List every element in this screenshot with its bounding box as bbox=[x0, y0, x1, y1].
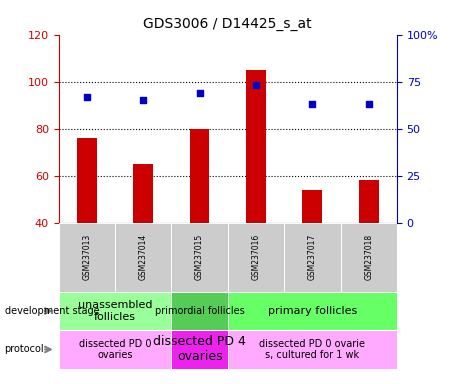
Bar bbox=[246, 70, 266, 223]
Point bbox=[308, 101, 316, 107]
Bar bbox=[228, 223, 284, 292]
Title: GDS3006 / D14425_s_at: GDS3006 / D14425_s_at bbox=[143, 17, 312, 31]
Bar bbox=[228, 292, 397, 330]
Point bbox=[83, 94, 90, 100]
Bar bbox=[171, 292, 228, 330]
Bar bbox=[228, 330, 397, 369]
Bar bbox=[171, 330, 228, 369]
Bar bbox=[59, 223, 115, 292]
Text: dissected PD 4
ovaries: dissected PD 4 ovaries bbox=[153, 336, 246, 363]
Bar bbox=[284, 223, 341, 292]
Bar bbox=[171, 223, 228, 292]
Text: development stage: development stage bbox=[5, 306, 99, 316]
Text: primordial follicles: primordial follicles bbox=[155, 306, 244, 316]
Point bbox=[365, 101, 373, 107]
Bar bbox=[190, 129, 209, 223]
Bar bbox=[359, 180, 378, 223]
Bar bbox=[303, 190, 322, 223]
Text: GSM237015: GSM237015 bbox=[195, 234, 204, 280]
Bar bbox=[59, 292, 171, 330]
Text: GSM237014: GSM237014 bbox=[139, 234, 147, 280]
Text: primary follicles: primary follicles bbox=[268, 306, 357, 316]
Text: GSM237013: GSM237013 bbox=[83, 234, 91, 280]
Point bbox=[196, 90, 203, 96]
Text: GSM237018: GSM237018 bbox=[364, 234, 373, 280]
Point bbox=[140, 98, 147, 104]
Text: dissected PD 0
ovaries: dissected PD 0 ovaries bbox=[79, 339, 151, 360]
Text: GSM237017: GSM237017 bbox=[308, 234, 317, 280]
Text: dissected PD 0 ovarie
s, cultured for 1 wk: dissected PD 0 ovarie s, cultured for 1 … bbox=[259, 339, 365, 360]
Bar bbox=[77, 138, 97, 223]
Text: protocol: protocol bbox=[5, 344, 44, 354]
Bar bbox=[341, 223, 397, 292]
Text: unassembled
follicles: unassembled follicles bbox=[78, 300, 152, 322]
Point bbox=[253, 82, 260, 88]
Bar bbox=[115, 223, 171, 292]
Bar bbox=[133, 164, 153, 223]
Text: GSM237016: GSM237016 bbox=[252, 234, 260, 280]
Bar bbox=[59, 330, 171, 369]
